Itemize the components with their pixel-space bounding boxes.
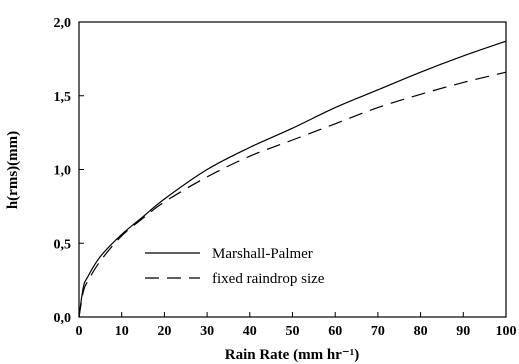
y-tick-label: 1,0 <box>54 164 72 179</box>
y-tick-label: 0,5 <box>54 237 72 252</box>
y-tick-label: 2,0 <box>54 16 72 31</box>
y-tick-label: 0,0 <box>54 311 72 326</box>
legend-label-marshall-palmer: Marshall-Palmer <box>212 246 313 262</box>
x-tick-label: 10 <box>115 324 129 339</box>
series-layer <box>78 40 507 318</box>
legend-label-fixed-raindrop-size: fixed raindrop size <box>212 271 325 287</box>
y-axis-ticks: 0,0 0,5 1,0 1,5 2,0 <box>54 16 84 326</box>
x-tick-label: 30 <box>200 324 214 339</box>
x-tick-label: 70 <box>371 324 385 339</box>
x-axis-label: Rain Rate (mm hr⁻¹) <box>225 347 359 363</box>
y-tick-label: 1,5 <box>54 90 72 105</box>
legend: Marshall-Palmer fixed raindrop size <box>145 246 325 287</box>
series-line-marshall-palmer <box>78 40 507 318</box>
x-tick-label: 20 <box>157 324 171 339</box>
x-tick-label: 90 <box>456 324 470 339</box>
x-tick-label: 100 <box>496 324 517 339</box>
y-axis-label: h(rms)(mm) <box>5 131 21 209</box>
x-tick-label: 60 <box>328 324 342 339</box>
x-tick-label: 40 <box>243 324 257 339</box>
x-tick-label: 0 <box>76 324 83 339</box>
x-tick-label: 80 <box>414 324 428 339</box>
x-tick-label: 50 <box>286 324 300 339</box>
x-axis-ticks: 0 10 20 30 40 50 60 70 80 90 100 <box>76 312 517 339</box>
series-line-fixed-raindrop-size <box>78 71 507 318</box>
